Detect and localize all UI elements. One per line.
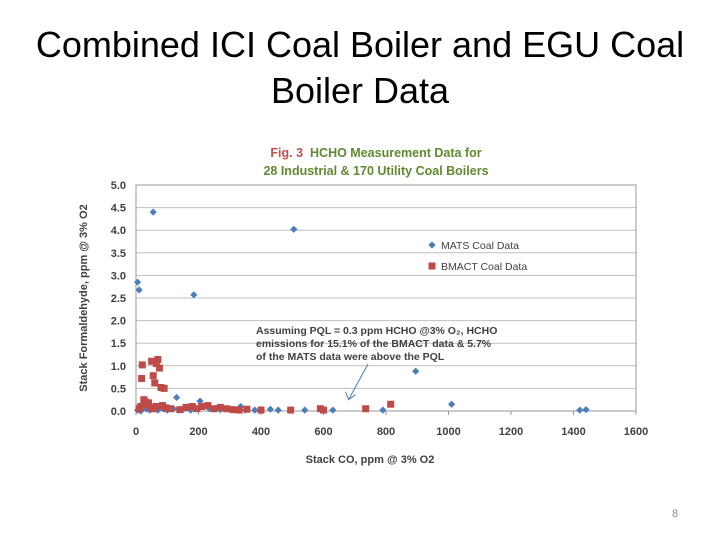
page-number: 8	[671, 508, 679, 520]
bmact-point	[198, 402, 206, 410]
y-tick-label: 3.0	[111, 270, 126, 282]
y-tick-label: 1.5	[111, 338, 126, 350]
chart-title-line-1: HCHO Measurement Data for	[310, 146, 482, 160]
x-axis-ticks: 0 200 400 600 800 1000 1200 1400 1600	[133, 411, 648, 438]
mats-point	[149, 208, 157, 216]
mats-point	[190, 291, 198, 299]
bmact-point	[152, 360, 160, 368]
mats-point	[196, 397, 204, 405]
scatter-chart: Fig. 3 HCHO Measurement Data for 28 Indus…	[78, 146, 648, 466]
bmact-point	[320, 406, 327, 414]
bmact-point	[138, 361, 146, 369]
y-tick-label: 5.0	[111, 180, 126, 192]
chart-gridlines	[136, 184, 636, 412]
mats-point	[133, 278, 142, 286]
x-tick-label: 1200	[499, 426, 523, 438]
y-tick-label: 0.0	[111, 406, 126, 418]
bmact-point	[149, 372, 157, 380]
pql-annotation: Assuming PQL = 0.3 ppm HCHO @3% O₂, HCHO…	[256, 325, 497, 401]
bmact-point	[235, 406, 243, 414]
x-tick-label: 0	[133, 426, 139, 438]
x-axis-label: Stack CO, ppm @ 3% O2	[306, 454, 435, 466]
y-tick-label: 4.0	[111, 225, 126, 237]
bmact-point	[216, 403, 224, 411]
y-axis-label: Stack Formaldehyde, ppm @ 3% O2	[78, 204, 90, 391]
bmact-point	[152, 402, 160, 410]
mats-point	[173, 393, 181, 402]
bmact-point	[223, 405, 231, 413]
data-points	[133, 208, 590, 415]
slide-title-line-2: Boiler Data	[270, 70, 450, 111]
legend-item-bmact: BMACT Coal Data	[428, 261, 527, 273]
bmact-point	[155, 364, 163, 372]
mats-point	[290, 225, 298, 233]
mats-point	[576, 406, 584, 414]
x-tick-label: 600	[314, 426, 332, 438]
bmact-point	[160, 384, 168, 392]
bmact-point	[151, 379, 159, 387]
bmact-point	[137, 402, 145, 410]
mats-point	[135, 286, 143, 294]
x-tick-label: 400	[252, 426, 270, 438]
y-tick-label: 2.0	[111, 316, 126, 328]
legend-label-bmact: BMACT Coal Data	[441, 261, 527, 273]
mats-point	[301, 406, 309, 414]
x-tick-label: 1600	[624, 426, 648, 438]
legend-label-mats: MATS Coal Data	[441, 240, 519, 252]
annotation-arrowhead	[345, 391, 356, 401]
bmact-point	[229, 406, 237, 414]
legend-marker-bmact	[428, 262, 436, 270]
mats-point	[412, 367, 420, 375]
mats-point	[274, 406, 282, 414]
legend-marker-mats	[428, 241, 436, 249]
bmact-point	[362, 405, 370, 413]
mats-point	[379, 406, 387, 414]
bmact-point	[182, 403, 190, 411]
slide-title-line-1: Combined ICI Coal Boiler and EGU Coal	[35, 24, 685, 65]
annotation-arrow	[348, 363, 369, 400]
y-tick-label: 4.5	[111, 203, 126, 215]
y-axis-ticks: 0.0 0.5 1.0 1.5 2.0 2.5 3.0 3.5 4.0 4.5 5.0	[111, 180, 126, 418]
y-tick-label: 0.5	[111, 383, 126, 395]
chart-title-figure-label: Fig. 3	[270, 146, 303, 160]
y-tick-label: 3.5	[111, 248, 126, 260]
bmact-point	[188, 402, 196, 410]
bmact-point	[204, 402, 212, 410]
bmact-point	[210, 405, 218, 413]
mats-point	[251, 406, 259, 414]
y-tick-label: 1.0	[111, 361, 126, 373]
mats-point	[266, 405, 274, 413]
chart-title-line-2: 28 Industrial & 170 Utility Coal Boilers	[263, 164, 488, 178]
mats-point	[582, 406, 590, 414]
mats-point	[329, 406, 337, 414]
bmact-point	[138, 374, 146, 382]
mats-point	[448, 400, 456, 408]
y-tick-label: 2.5	[111, 293, 126, 305]
bmact-point	[193, 405, 201, 413]
x-tick-label: 200	[189, 426, 207, 438]
slide-title: Combined ICI Coal Boiler and EGU Coal Bo…	[20, 22, 700, 114]
x-tick-label: 1400	[561, 426, 585, 438]
bmact-point	[243, 405, 251, 413]
annotation-line-2: emissions for 15.1% of the BMACT data & …	[256, 338, 492, 350]
legend-item-mats: MATS Coal Data	[428, 240, 519, 252]
bmact-point	[257, 406, 265, 414]
bmact-point	[387, 400, 395, 408]
bmact-point	[154, 355, 162, 363]
bmact-point	[148, 357, 156, 365]
x-tick-label: 1000	[436, 426, 460, 438]
bmact-point	[166, 405, 174, 413]
bmact-point	[162, 404, 170, 412]
annotation-line-1: Assuming PQL = 0.3 ppm HCHO @3% O₂, HCHO	[256, 325, 497, 337]
annotation-line-3: of the MATS data were above the PQL	[256, 351, 445, 363]
legend: MATS Coal Data BMACT Coal Data	[428, 240, 527, 273]
bmact-point	[176, 406, 184, 414]
bmact-point	[287, 406, 295, 414]
chart-title: Fig. 3 HCHO Measurement Data for 28 Indus…	[263, 146, 488, 178]
x-tick-label: 800	[377, 426, 395, 438]
